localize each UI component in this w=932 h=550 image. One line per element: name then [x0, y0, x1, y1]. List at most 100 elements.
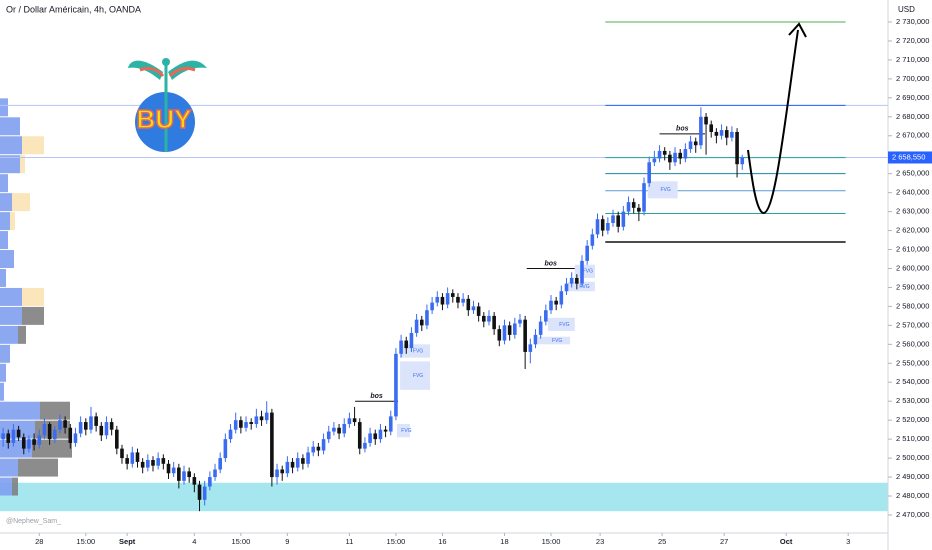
logo-wing [168, 60, 207, 80]
candle-body [538, 321, 543, 335]
candle-body [11, 429, 16, 443]
logo-text: BUY [137, 104, 192, 134]
volume-profile-bar [0, 477, 12, 496]
y-tick-label: 2 600,000 [896, 263, 929, 272]
x-tick-label: 23 [596, 537, 604, 546]
candle-body [637, 207, 641, 212]
volume-profile-bar [22, 136, 44, 155]
candle-body [647, 162, 652, 184]
candle-body [740, 157, 745, 165]
y-tick-label: 2 500,000 [896, 453, 929, 462]
x-tick-label: 27 [720, 537, 728, 546]
y-tick-label: 2 650,000 [896, 169, 929, 178]
logo-staff-top [162, 58, 170, 66]
candle-body [513, 323, 517, 335]
y-tick-label: 2 630,000 [896, 207, 929, 216]
candle-body [130, 452, 135, 464]
candle-body [151, 459, 155, 466]
candle-body [104, 422, 109, 436]
candle-body [580, 260, 584, 284]
x-tick-label: 9 [285, 537, 289, 546]
y-tick-label: 2 580,000 [896, 301, 929, 310]
candle-body [735, 131, 739, 165]
x-tick-label: 3 [846, 537, 850, 546]
candle-body [559, 291, 564, 305]
candle-body [631, 202, 636, 208]
candle-body [84, 422, 88, 430]
volume-profile-bar [32, 439, 72, 458]
candle-body [652, 158, 657, 163]
candle-body [409, 332, 414, 349]
y-tick-label: 2 730,000 [896, 17, 929, 26]
candle-body [544, 310, 548, 322]
candle-body [564, 283, 569, 292]
last-price-label: 2 658,550 [892, 152, 925, 161]
volume-profile-bar [0, 287, 22, 306]
candle-body [497, 329, 502, 341]
candle-body [99, 425, 104, 436]
y-tick-label: 2 680,000 [896, 112, 929, 121]
volume-profile-bar [0, 363, 6, 382]
candle-body [311, 446, 316, 453]
candle-body [1, 433, 5, 440]
volume-profile-bar [0, 155, 20, 174]
x-tick-label: 11 [346, 537, 354, 546]
y-tick-label: 2 510,000 [896, 434, 929, 443]
candle-body [301, 458, 305, 464]
y-tick-label: 2 710,000 [896, 55, 929, 64]
fvg-label: FVG [579, 284, 589, 290]
candle-body [724, 130, 729, 138]
candle-body [42, 423, 47, 436]
volume-profile-bar [0, 193, 12, 212]
logo-wing-detail [139, 66, 196, 78]
candle-body [125, 458, 129, 464]
candle-body [388, 416, 393, 432]
x-tick-label: 4 [192, 537, 196, 546]
candle-body [523, 319, 527, 352]
y-tick-label: 2 720,000 [896, 36, 929, 45]
volume-profile-bar [18, 325, 26, 344]
candle-body [730, 131, 734, 138]
projection-arrow [747, 29, 799, 214]
candle-body [606, 222, 610, 231]
candle-body [6, 433, 11, 443]
candle-body [109, 422, 114, 430]
plot-area: FVG FVG FVG FVG FVG FVG FVG FVG bos bos bos [0, 21, 888, 512]
y-tick-label: 2 620,000 [896, 226, 929, 235]
volume-profile-bar [20, 155, 25, 174]
candle-body [683, 149, 688, 159]
y-tick-label: 2 610,000 [896, 245, 929, 254]
fvg-label: FVG [413, 348, 423, 354]
candle-body [528, 344, 533, 352]
volume-profile-bar [0, 231, 8, 250]
x-tick-label: 15:00 [542, 537, 561, 546]
candle-body [285, 461, 290, 474]
y-axis-unit: USD [898, 5, 915, 14]
candle-body [575, 277, 579, 284]
candle-body [68, 427, 73, 443]
y-tick-label: 2 640,000 [896, 188, 929, 197]
candle-body [228, 429, 233, 440]
fvg-box [396, 423, 410, 438]
candle-body [419, 319, 424, 326]
candle-body [662, 150, 667, 155]
candle-body [626, 202, 631, 212]
fvg-box [647, 181, 678, 199]
candle-body [621, 211, 626, 227]
candle-body [208, 477, 212, 487]
x-tick-label: Oct [780, 537, 793, 546]
candle-body [73, 433, 78, 443]
candle-body [357, 422, 362, 449]
candle-body [642, 183, 646, 212]
candle-body [533, 334, 538, 345]
candle-body [78, 422, 83, 434]
x-tick-label: 18 [500, 537, 508, 546]
volume-profile-bar [0, 136, 22, 155]
volume-profile-bar [22, 306, 44, 325]
watermark: @Nephew_Sam_ [6, 518, 61, 525]
y-tick-label: 2 690,000 [896, 93, 929, 102]
candle-body [471, 306, 476, 311]
candle-body [404, 340, 409, 349]
fvg-box [568, 281, 595, 292]
fvg-box [574, 264, 595, 278]
